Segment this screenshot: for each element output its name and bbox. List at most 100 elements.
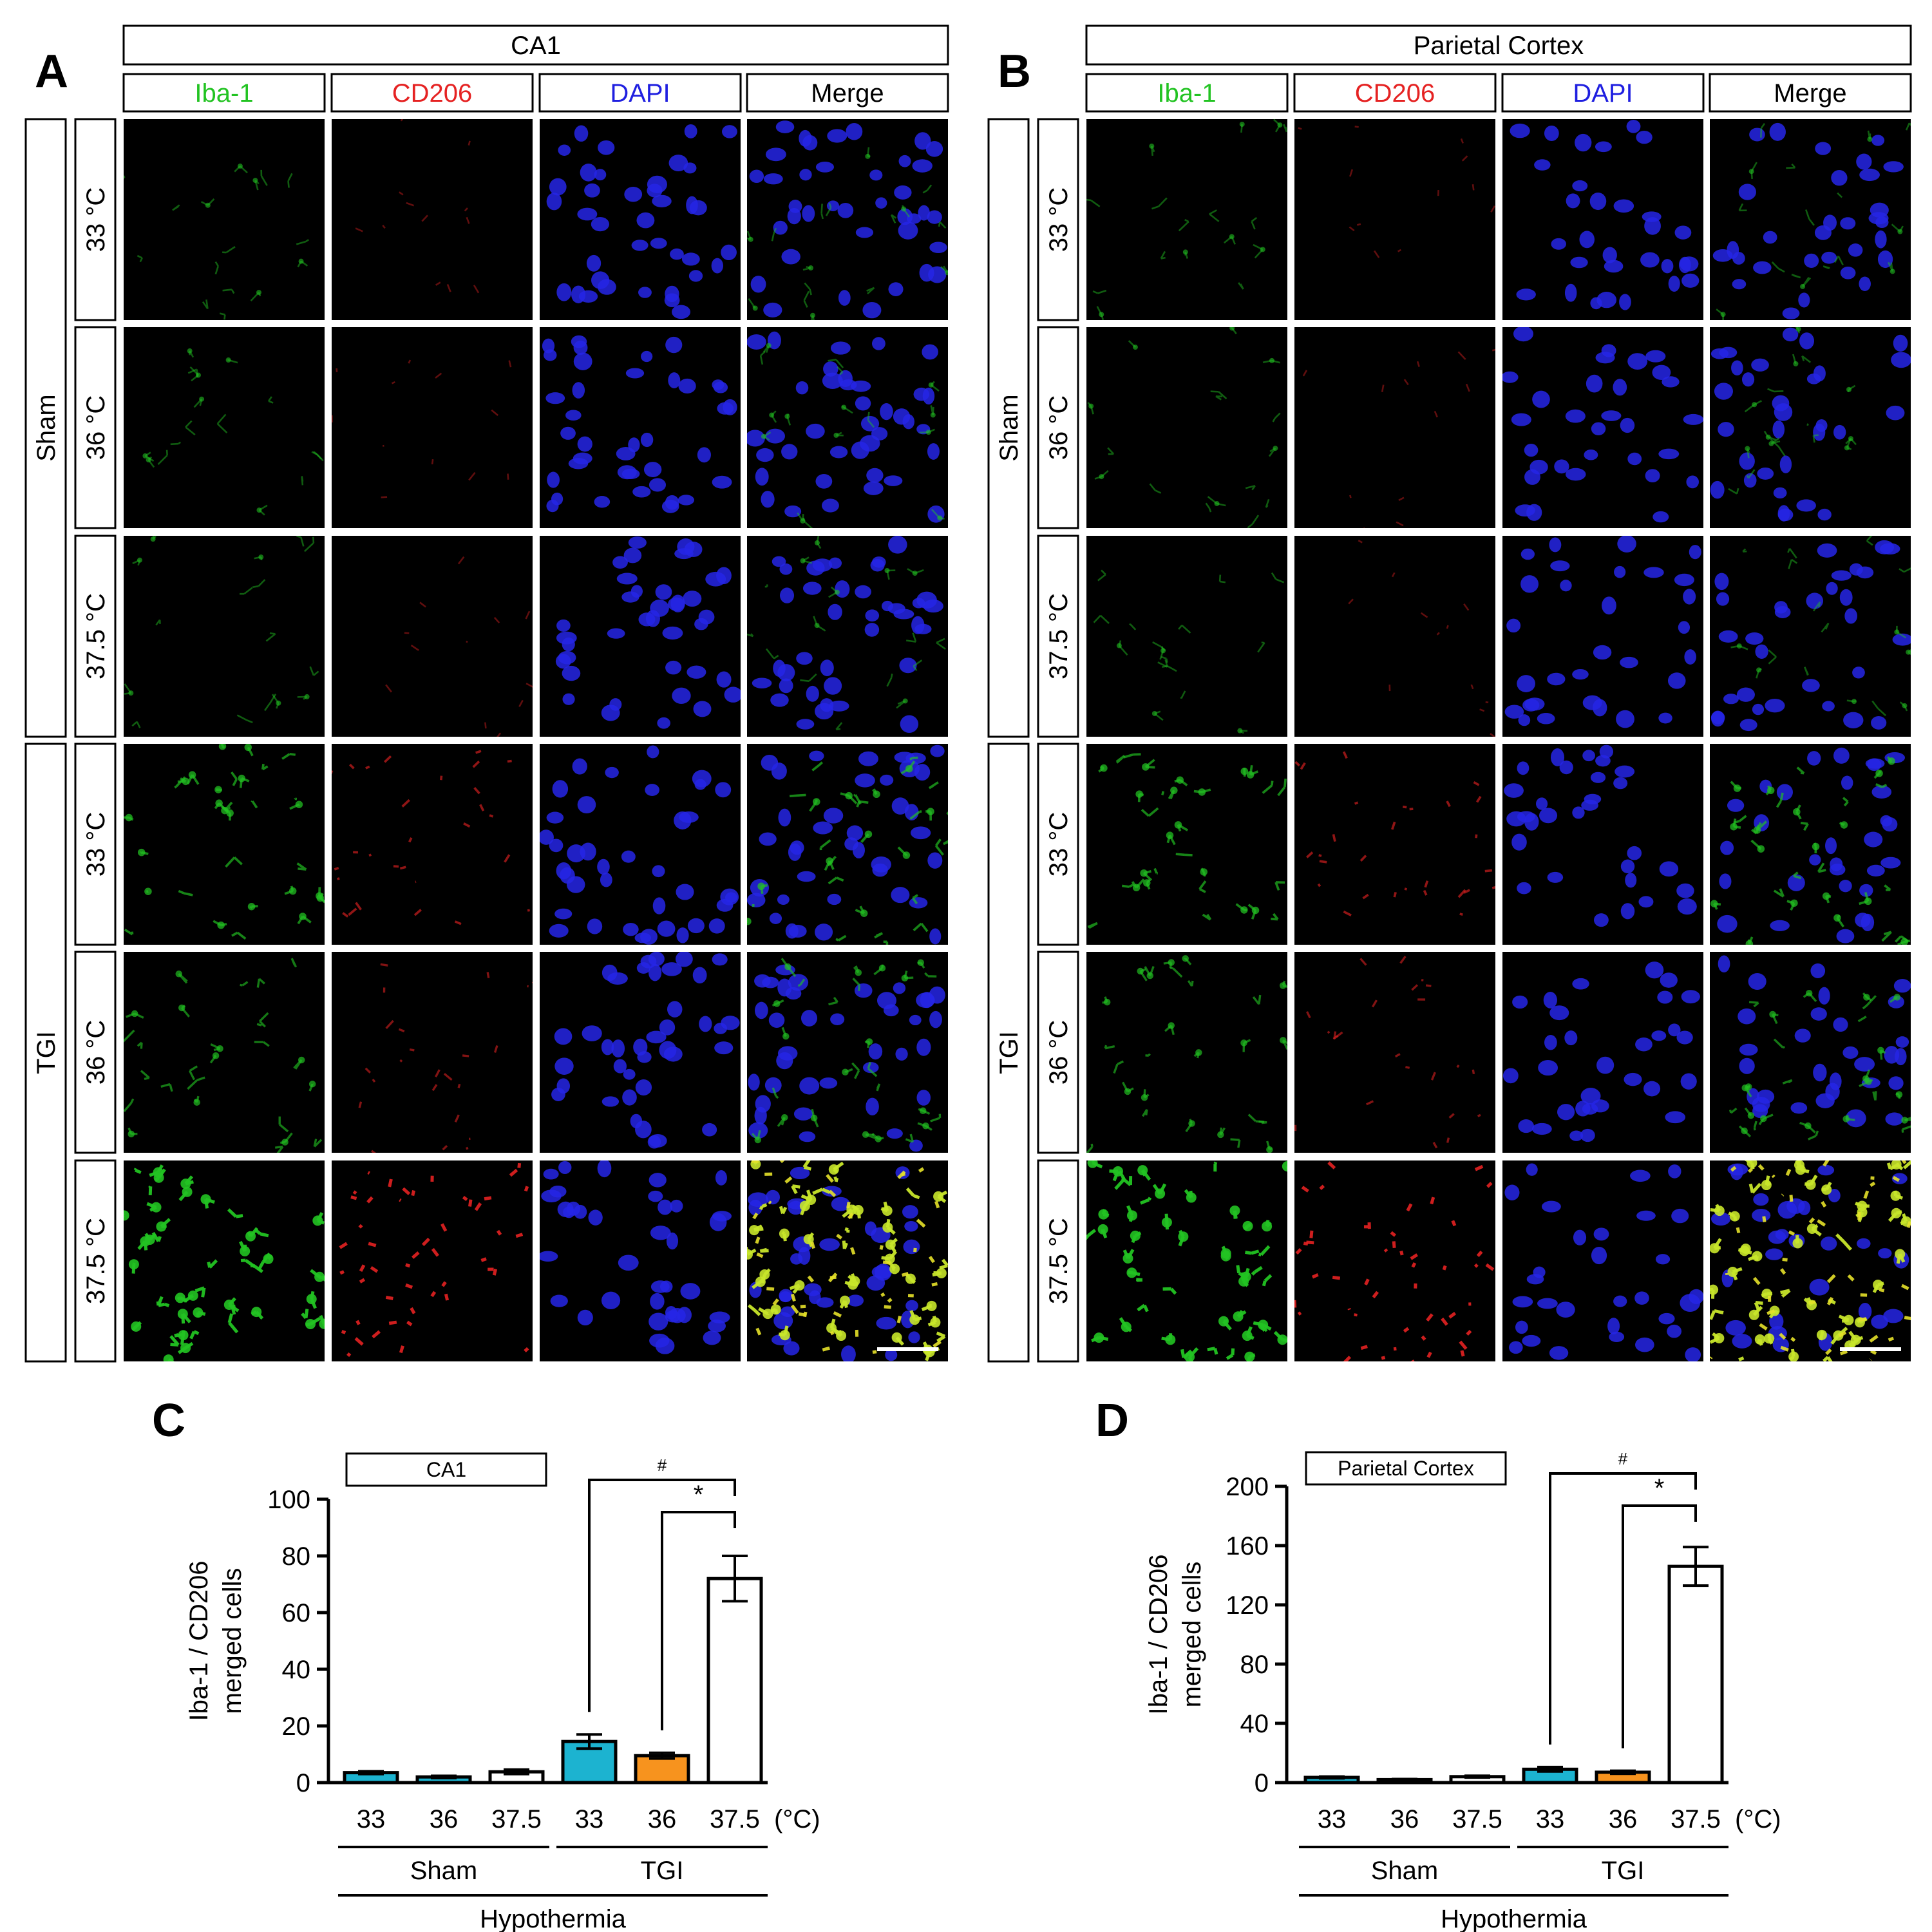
group-label-box: [987, 743, 1030, 1363]
nucleus: [860, 415, 880, 431]
nucleus: [1653, 511, 1669, 523]
cd206-signal: [1448, 1312, 1457, 1319]
cd206-signal: [473, 285, 480, 294]
microglia-soma: [905, 764, 913, 773]
microglia: [1754, 1301, 1763, 1311]
microglia-soma: [1800, 283, 1806, 289]
microglia-soma: [1768, 440, 1774, 446]
cd206-signal: [1381, 384, 1385, 392]
cd206-signal: [1359, 855, 1367, 862]
nucleus: [1620, 656, 1638, 668]
nucleus: [549, 838, 564, 853]
legend-text: CA1: [426, 1458, 466, 1481]
cd206-signal: [405, 1283, 413, 1289]
microglia: [1113, 1060, 1124, 1074]
nucleus: [1821, 251, 1837, 264]
cd206-signal: [1863, 1190, 1870, 1199]
microglia-soma: [1764, 1333, 1775, 1344]
nucleus: [1840, 266, 1856, 279]
nucleus: [1720, 840, 1734, 855]
row-label: 37.5 °C: [1045, 593, 1073, 679]
microglia: [1262, 1274, 1273, 1287]
microglia: [1087, 922, 1098, 929]
nucleus: [880, 774, 894, 786]
x-unit-label: (°C): [1735, 1805, 1781, 1833]
nucleus: [1683, 589, 1696, 605]
cd206-signal: [431, 1247, 439, 1257]
nucleus: [891, 887, 910, 904]
nucleus: [702, 1122, 717, 1137]
microglia-soma: [205, 202, 211, 208]
microglia-soma: [878, 964, 886, 972]
microglia: [934, 838, 944, 856]
microglia: [281, 752, 296, 760]
nucleus: [918, 205, 930, 221]
nucleus: [1504, 1184, 1520, 1200]
microglia-soma: [1244, 1351, 1255, 1361]
nucleus: [1630, 1170, 1651, 1182]
nucleus: [779, 587, 795, 603]
microglia-soma: [1229, 327, 1235, 331]
micrograph-tile: [1294, 119, 1495, 320]
microglia-soma: [251, 1307, 262, 1318]
nucleus: [927, 443, 940, 460]
nucleus: [1557, 1104, 1575, 1121]
microglia-soma: [175, 971, 182, 978]
nucleus: [1871, 785, 1892, 799]
microglia: [828, 876, 844, 885]
nucleus: [1718, 422, 1734, 437]
nucleus: [1572, 806, 1585, 819]
cd206-signal: [365, 1067, 372, 1074]
microglia-soma: [1843, 1314, 1854, 1325]
microglia-soma: [175, 1293, 185, 1303]
chart-letter: D: [1095, 1395, 1129, 1446]
nucleus: [777, 664, 795, 681]
micrograph-tile: [1294, 952, 1495, 1153]
nucleus: [855, 227, 874, 238]
nucleus: [1895, 1036, 1909, 1048]
microglia: [124, 928, 134, 936]
microglia: [189, 1330, 200, 1340]
nucleus: [677, 495, 695, 506]
nucleus: [1689, 1289, 1703, 1305]
nucleus: [766, 1189, 781, 1205]
nucleus: [1677, 898, 1697, 915]
micrograph-tile: [540, 119, 741, 320]
nucleus: [886, 1128, 903, 1139]
microglia-soma: [1088, 403, 1094, 409]
nucleus: [556, 619, 571, 632]
nucleus: [1815, 142, 1832, 155]
microglia: [194, 1286, 206, 1298]
microglia: [1760, 122, 1766, 138]
cd206-signal: [493, 616, 500, 623]
microglia-soma: [1822, 892, 1830, 900]
cd206-signal: [372, 1078, 376, 1083]
nucleus: [871, 427, 888, 440]
microglia: [1086, 198, 1101, 207]
nucleus: [591, 216, 610, 232]
nucleus: [770, 693, 789, 707]
nucleus: [788, 974, 809, 991]
significance-symbol: #: [1618, 1449, 1628, 1468]
nucleus: [897, 208, 913, 225]
micrograph-tile: [124, 327, 325, 528]
cd206-signal: [380, 963, 388, 967]
microglia-soma: [128, 690, 134, 696]
nucleus: [929, 242, 947, 254]
micrograph-tile: [1502, 327, 1703, 528]
microglia: [1786, 163, 1796, 169]
microglia-soma: [295, 800, 303, 808]
group-label: TGI: [32, 1031, 61, 1074]
microglia-soma: [1788, 1351, 1799, 1361]
nucleus: [855, 773, 875, 788]
microglia-soma: [1116, 643, 1122, 649]
cd206-signal: [383, 755, 392, 763]
nucleus: [1842, 1046, 1859, 1059]
microglia-soma: [1143, 879, 1151, 887]
microglia-soma: [902, 851, 911, 859]
nucleus: [1845, 1109, 1866, 1128]
microglia: [867, 1061, 878, 1077]
microglia: [930, 1113, 942, 1122]
